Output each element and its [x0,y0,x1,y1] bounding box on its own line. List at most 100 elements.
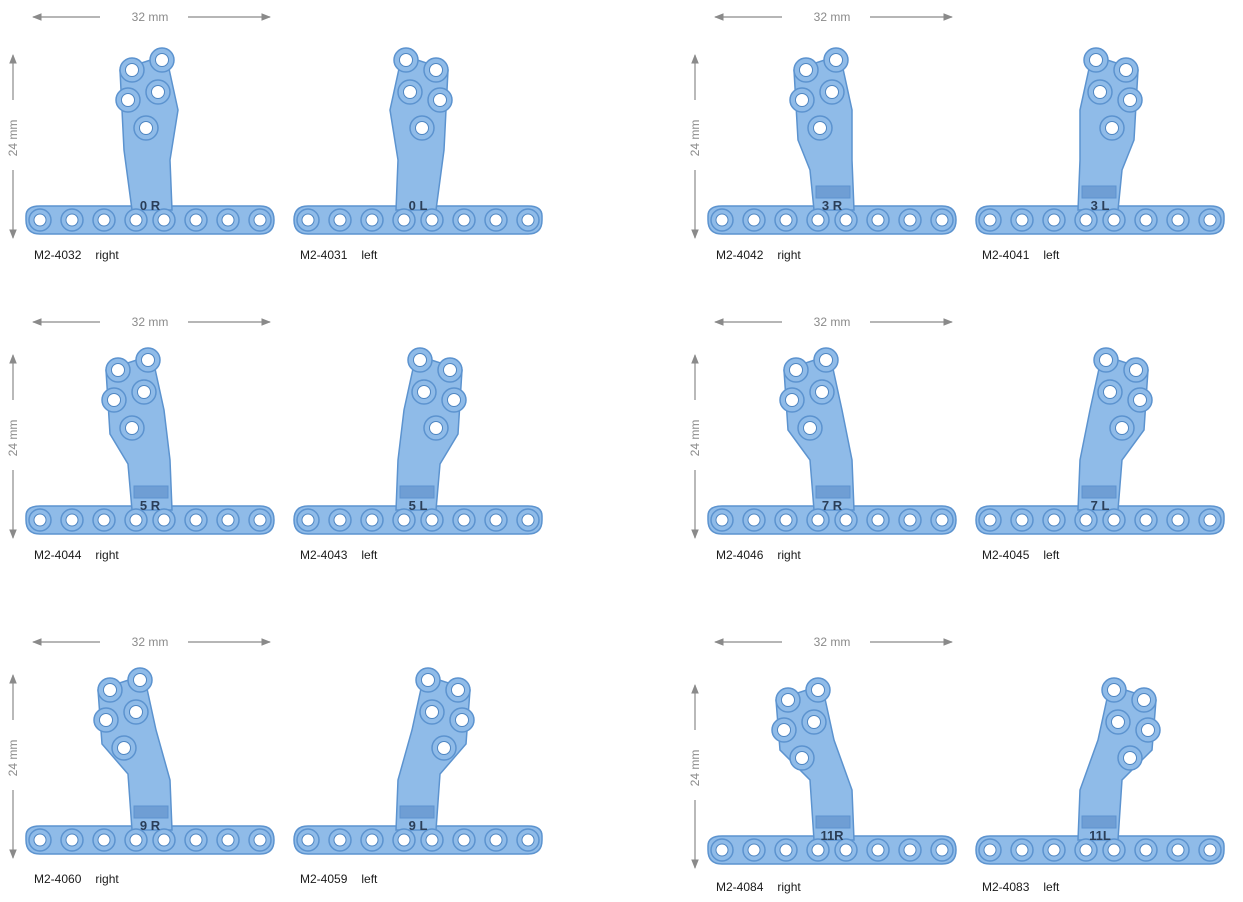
bar-hole [253,513,267,527]
arm-hole [417,385,431,399]
bar-hole [839,213,853,227]
plate-side: left [1043,880,1060,894]
bar-hole [189,213,203,227]
bar-hole [97,833,111,847]
arm-hole [1137,693,1151,707]
plate-number: 0 L [409,198,428,213]
width-dimension-label: 32 mm [132,635,169,649]
plate-label: M2-4031 left [300,248,377,262]
plate-label: M2-4042 right [716,248,801,262]
bar-hole [811,843,825,857]
plate-code: M2-4046 [716,548,764,562]
bar-hole [189,833,203,847]
plate-code: M2-4031 [300,248,348,262]
bar-hole [397,833,411,847]
arm-hole [125,63,139,77]
plate-number: 9 R [140,818,161,833]
plate-4-0: 9 R [25,667,275,855]
plate-bar [293,205,543,235]
arm-hole [803,421,817,435]
plate-side: left [1043,248,1060,262]
plate-bar [975,505,1225,535]
bar-hole [983,513,997,527]
dimension-guides: 32 mm 24 mm [6,635,271,859]
plate-bend [133,485,169,499]
bar-hole [65,513,79,527]
arm-hole [415,121,429,135]
bar-hole [871,843,885,857]
bar-hole [1171,213,1185,227]
plate-label: M2-4045 left [982,548,1059,562]
arm-hole [117,741,131,755]
plate-number: 7 R [822,498,843,513]
bar-hole [397,513,411,527]
bar-hole [1107,513,1121,527]
bar-hole [811,213,825,227]
plate-0-1: 0 L [293,47,543,235]
plate-label: M2-4044 right [34,548,119,562]
plate-number: 3 R [822,198,843,213]
bar-hole [397,213,411,227]
arm-hole [781,693,795,707]
plate-label: M2-4083 left [982,880,1059,894]
bar-hole [425,833,439,847]
plate-5-1: 11L [975,677,1225,865]
plate-bend [399,805,435,819]
arm-hole [399,53,413,67]
plate-number: 11L [1089,828,1111,843]
arm-hole [129,705,143,719]
arm-hole [777,723,791,737]
bar-hole [903,213,917,227]
bar-hole [715,843,729,857]
arm-hole [819,353,833,367]
bar-hole [1139,213,1153,227]
arm-hole [1089,53,1103,67]
arm-hole [447,393,461,407]
bar-hole [1203,513,1217,527]
bar-hole [365,833,379,847]
plate-label: M2-4046 right [716,548,801,562]
plate-label: M2-4060 right [34,872,119,886]
bar-hole [839,843,853,857]
plate-bar [25,205,275,235]
plate-number: 5 L [409,498,428,513]
height-dimension-label: 24 mm [6,120,20,157]
bar-hole [97,513,111,527]
arm-hole [111,363,125,377]
plate-number: 5 R [140,498,161,513]
plate-bend [815,815,851,829]
plate-code: M2-4084 [716,880,764,894]
plate-bend [1081,485,1117,499]
plate-bar [707,205,957,235]
bar-hole [157,213,171,227]
arm-hole [99,713,113,727]
bar-hole [1047,213,1061,227]
arm-hole [421,673,435,687]
bar-hole [425,213,439,227]
arm-hole [813,121,827,135]
bar-hole [1015,213,1029,227]
plate-code: M2-4045 [982,548,1030,562]
arm-hole [829,53,843,67]
plate-4-1: 9 L [293,667,543,855]
height-dimension-label: 24 mm [688,120,702,157]
plate-label: M2-4084 right [716,880,801,894]
arm-hole [807,715,821,729]
bar-hole [747,843,761,857]
bar-hole [253,213,267,227]
arm-hole [413,353,427,367]
bar-hole [489,513,503,527]
dimension-guides: 32 mm 24 mm [6,10,271,239]
plate-label: M2-4032 right [34,248,119,262]
dimension-guides: 32 mm 24 mm [688,10,953,239]
arm-hole [429,421,443,435]
arm-hole [451,683,465,697]
arm-hole [811,683,825,697]
plate-number: 0 R [140,198,161,213]
bar-hole [1079,513,1093,527]
plate-3-1: 7 L [975,347,1225,535]
arm-hole [1129,363,1143,377]
plate-side: left [361,548,378,562]
